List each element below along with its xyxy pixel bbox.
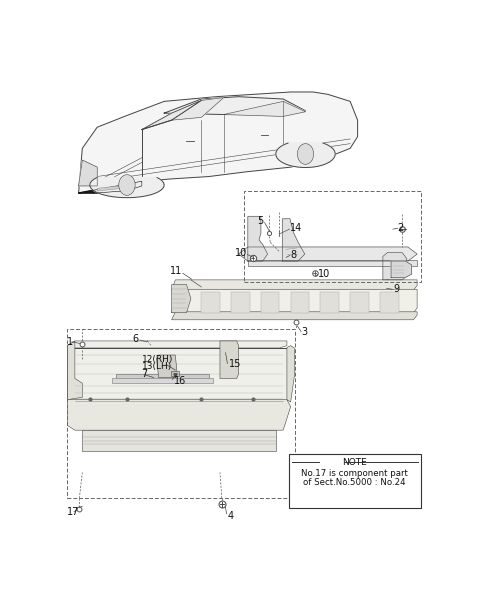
Text: 4: 4 — [228, 511, 234, 521]
Text: 2: 2 — [397, 223, 403, 233]
Text: No.17 is component part: No.17 is component part — [301, 469, 408, 478]
Polygon shape — [224, 101, 305, 117]
Polygon shape — [142, 101, 202, 129]
Bar — [67, 329, 295, 498]
Polygon shape — [164, 97, 305, 115]
Polygon shape — [172, 98, 224, 120]
Polygon shape — [79, 160, 97, 186]
Polygon shape — [156, 355, 177, 378]
Polygon shape — [67, 341, 83, 400]
Polygon shape — [172, 312, 417, 320]
Polygon shape — [261, 292, 279, 313]
Bar — [244, 190, 421, 282]
Polygon shape — [287, 346, 294, 402]
Text: 15: 15 — [229, 359, 241, 370]
Text: 1: 1 — [67, 337, 73, 347]
Text: 5: 5 — [258, 216, 264, 226]
Polygon shape — [380, 292, 398, 313]
Polygon shape — [248, 260, 417, 266]
Polygon shape — [391, 261, 411, 278]
Polygon shape — [90, 178, 164, 198]
Polygon shape — [116, 374, 209, 378]
Polygon shape — [112, 378, 213, 383]
Polygon shape — [67, 348, 287, 400]
Polygon shape — [83, 430, 276, 451]
Circle shape — [297, 144, 314, 164]
Polygon shape — [282, 219, 305, 261]
Polygon shape — [239, 247, 417, 261]
Polygon shape — [290, 292, 309, 313]
Polygon shape — [231, 292, 250, 313]
Polygon shape — [79, 92, 358, 193]
Polygon shape — [67, 341, 287, 348]
Text: 16: 16 — [173, 376, 186, 386]
Text: 9: 9 — [393, 284, 399, 294]
Text: NOTE: NOTE — [342, 458, 367, 467]
Text: 6: 6 — [133, 334, 139, 344]
Text: 17: 17 — [67, 508, 79, 517]
Circle shape — [119, 174, 135, 195]
Text: 13(LH): 13(LH) — [142, 362, 172, 371]
Text: 8: 8 — [290, 249, 297, 259]
Polygon shape — [383, 253, 407, 280]
Text: 12(RH): 12(RH) — [142, 355, 173, 364]
Text: 3: 3 — [302, 328, 308, 337]
Polygon shape — [350, 292, 369, 313]
Polygon shape — [172, 285, 191, 313]
Text: 10: 10 — [318, 269, 330, 279]
Polygon shape — [79, 181, 142, 193]
Bar — [289, 454, 421, 508]
Polygon shape — [220, 341, 239, 378]
Text: 11: 11 — [170, 267, 182, 276]
Polygon shape — [172, 280, 417, 290]
Text: 10: 10 — [235, 248, 247, 258]
Polygon shape — [248, 217, 267, 261]
Polygon shape — [276, 143, 335, 168]
Polygon shape — [97, 185, 127, 191]
Polygon shape — [172, 289, 417, 313]
Polygon shape — [171, 371, 179, 376]
Text: 14: 14 — [290, 223, 302, 233]
Polygon shape — [202, 292, 220, 313]
Polygon shape — [67, 400, 290, 430]
Text: 7: 7 — [141, 369, 147, 379]
Polygon shape — [321, 292, 339, 313]
Text: of Sect.No.5000 : No.24: of Sect.No.5000 : No.24 — [303, 478, 406, 487]
